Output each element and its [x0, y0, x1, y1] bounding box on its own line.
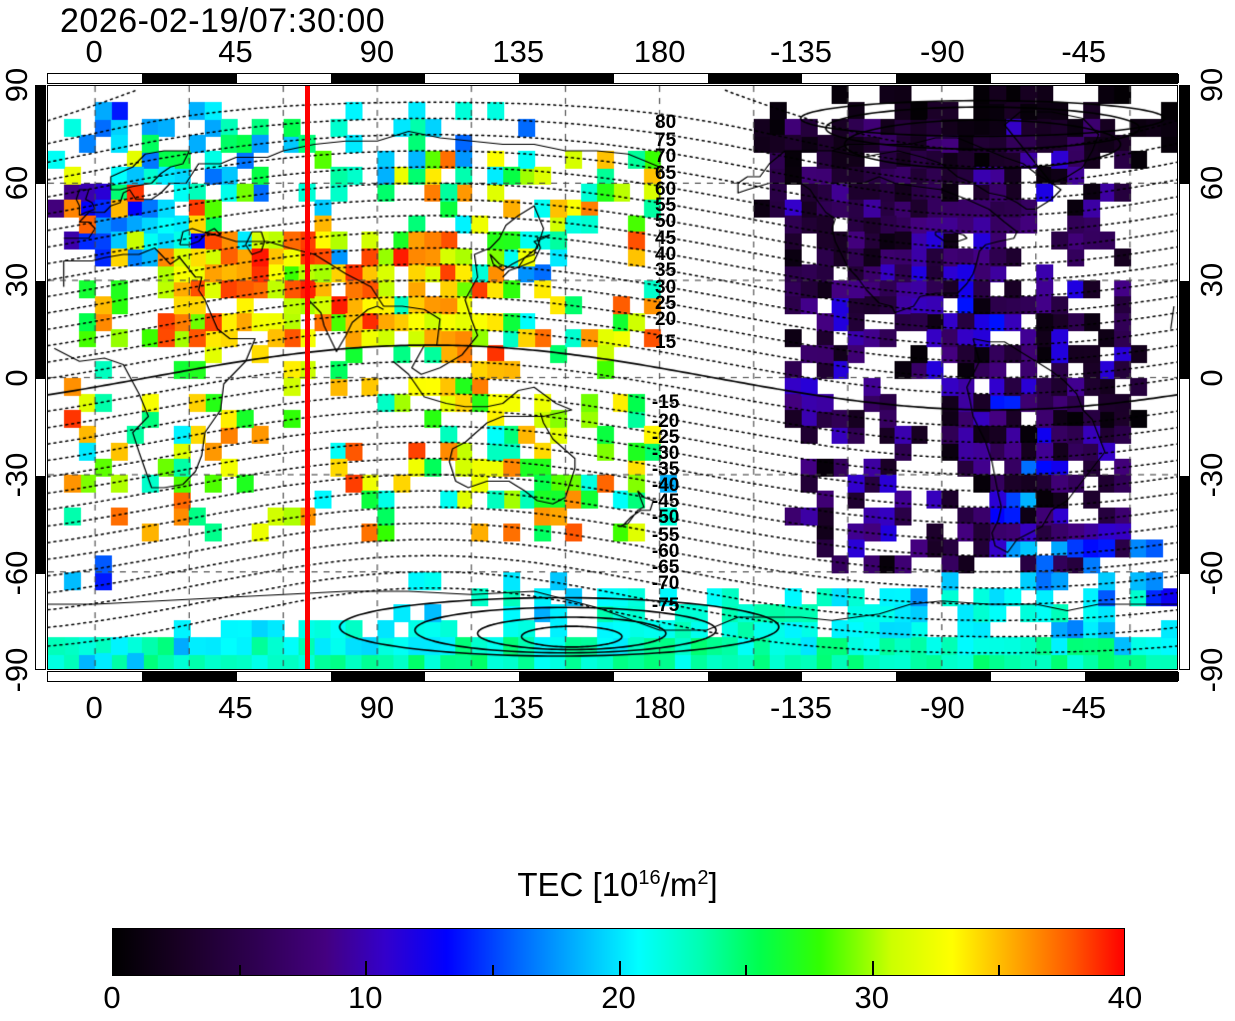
colorbar-exponent-2: 2 — [697, 867, 709, 889]
mlat-label-neg70: -70 — [651, 573, 680, 594]
y-tick-left-60: 60 — [0, 165, 34, 200]
colorbar-major-tick-30 — [871, 961, 874, 976]
mlat-label-15: 15 — [655, 332, 677, 353]
tec-map-canvas — [48, 86, 1177, 669]
y-tick-right-0: 0 — [1194, 368, 1229, 387]
y-tick-right-30: 30 — [1194, 262, 1229, 298]
axis-left — [35, 85, 46, 670]
y-tick-left-30: 30 — [0, 262, 34, 298]
x-tick-top-135: 135 — [492, 34, 545, 69]
x-tick-top--45: -45 — [1061, 34, 1107, 69]
x-tick-top-90: 90 — [359, 34, 395, 69]
terminator-line — [305, 86, 311, 669]
colorbar-exponent-16: 16 — [638, 867, 661, 889]
mlat-label-neg75: -75 — [651, 595, 680, 616]
mlat-label-65: 65 — [655, 163, 677, 184]
mlat-label-55: 55 — [655, 195, 677, 216]
colorbar-title-mid: /m — [660, 866, 698, 903]
y-tick-left--60: -60 — [0, 550, 34, 595]
mlat-label-75: 75 — [655, 130, 677, 151]
mlat-label-30: 30 — [655, 277, 677, 298]
x-tick-bottom--45: -45 — [1061, 690, 1107, 725]
colorbar-title: TEC [1016/m2] — [0, 866, 1235, 904]
mlat-label-neg25: -25 — [651, 427, 680, 448]
colorbar-major-tick-20 — [618, 961, 621, 976]
x-tick-bottom--135: -135 — [769, 690, 833, 725]
colorbar-title-text: TEC [10 — [517, 866, 639, 903]
colorbar-label-10: 10 — [348, 980, 383, 1015]
colorbar-label-30: 30 — [854, 980, 889, 1015]
y-tick-right-60: 60 — [1194, 165, 1229, 200]
page-title: 2026-02-19/07:30:00 — [60, 2, 386, 40]
y-tick-left-90: 90 — [0, 67, 34, 103]
x-tick-bottom-45: 45 — [218, 690, 253, 725]
y-tick-right--60: -60 — [1194, 550, 1229, 595]
mlat-label-40: 40 — [655, 244, 677, 265]
colorbar-label-20: 20 — [601, 980, 636, 1015]
mlat-label-45: 45 — [655, 228, 677, 249]
y-tick-left-0: 0 — [0, 368, 34, 387]
mlat-label-80: 80 — [655, 112, 677, 133]
mlat-label-neg20: -20 — [651, 411, 680, 432]
x-tick-bottom-90: 90 — [359, 690, 395, 725]
mlat-label-neg65: -65 — [651, 557, 680, 578]
y-tick-left--30: -30 — [0, 452, 34, 498]
axis-bottom — [47, 671, 1179, 682]
colorbar-title-end: ] — [708, 866, 718, 903]
mlat-label-neg55: -55 — [651, 525, 680, 546]
y-tick-right--90: -90 — [1194, 647, 1229, 693]
colorbar-minor-tick-5 — [238, 965, 241, 976]
mlat-label-neg30: -30 — [651, 443, 680, 464]
y-tick-right--30: -30 — [1194, 452, 1229, 498]
x-tick-top-0: 0 — [85, 34, 103, 69]
x-tick-top-45: 45 — [218, 34, 253, 69]
colorbar-minor-tick-15 — [491, 965, 494, 976]
x-tick-bottom-180: 180 — [633, 690, 686, 725]
mlat-label-neg50: -50 — [651, 507, 680, 528]
mlat-label-60: 60 — [655, 179, 677, 200]
y-tick-left--90: -90 — [0, 647, 34, 693]
mlat-label-20: 20 — [655, 309, 677, 330]
mlat-label-neg40: -40 — [651, 475, 680, 496]
x-tick-bottom-0: 0 — [85, 690, 103, 725]
mlat-label-50: 50 — [655, 211, 677, 232]
mlat-label-neg15: -15 — [651, 392, 680, 413]
colorbar-major-tick-10 — [365, 961, 368, 976]
mlat-label-neg45: -45 — [651, 491, 680, 512]
mlat-label-neg35: -35 — [651, 459, 680, 480]
axis-top — [47, 73, 1179, 84]
x-tick-top--135: -135 — [769, 34, 833, 69]
colorbar-label-40: 40 — [1107, 980, 1143, 1015]
x-tick-top-180: 180 — [633, 34, 686, 69]
colorbar-label-0: 0 — [103, 980, 121, 1015]
colorbar-minor-tick-35 — [998, 965, 1001, 976]
axis-right — [1179, 85, 1190, 670]
x-tick-bottom--90: -90 — [919, 690, 965, 725]
mlat-label-70: 70 — [655, 146, 677, 167]
colorbar-minor-tick-25 — [745, 965, 748, 976]
map-frame: 80 75 70 65 60 55 50 45 40 35 30 25 20 15 -15 -20 -25 -30… — [47, 85, 1178, 670]
mlat-label-25: 25 — [655, 293, 677, 314]
colorbar[interactable] — [112, 928, 1125, 976]
mlat-label-35: 35 — [655, 260, 677, 281]
x-tick-bottom-135: 135 — [492, 690, 545, 725]
mlat-label-neg60: -60 — [651, 541, 680, 562]
x-tick-top--90: -90 — [919, 34, 965, 69]
y-tick-right-90: 90 — [1194, 67, 1229, 103]
map-plot-area: 80 75 70 65 60 55 50 45 40 35 30 25 20 15 -15 -20 -25 -30… — [47, 85, 1178, 670]
